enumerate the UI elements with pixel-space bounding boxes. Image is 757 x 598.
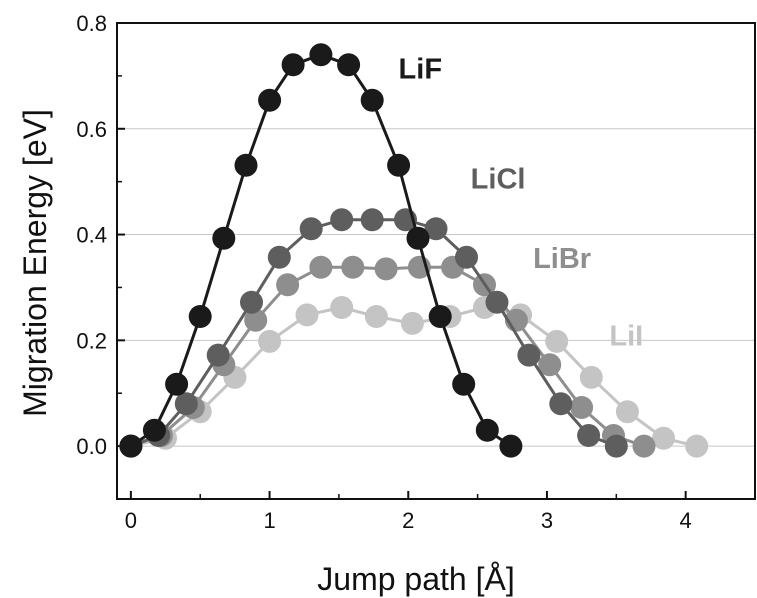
x-tick-label: 1 [263,508,275,533]
data-point [406,226,430,250]
data-point [452,372,476,396]
data-point [142,418,166,442]
data-point [652,426,675,450]
y-tick-label: 0.8 [76,11,107,36]
data-point [364,305,388,328]
data-point [206,343,230,367]
data-point [387,153,411,177]
data-point [299,217,323,241]
data-point [604,434,628,458]
x-tick-label: 4 [680,508,692,533]
data-point [309,43,333,67]
y-tick-label: 0.4 [76,223,107,248]
series-lif [119,43,523,458]
data-point [244,308,268,332]
data-point [165,372,189,396]
data-point [212,226,236,250]
x-axis-title: Jump path [Å] [317,561,514,597]
data-point [360,208,384,232]
y-tick-label: 0.0 [76,434,107,459]
x-tick-label: 0 [125,508,137,533]
data-point [258,88,282,112]
data-point [240,290,263,314]
data-point [615,400,639,424]
series-label: LiBr [533,243,591,275]
data-point [341,255,365,279]
axis-ticks: 0.0 0.2 0.4 0.6 0.8 0 1 2 3 4 [76,11,691,533]
y-tick-label: 0.2 [76,328,107,353]
data-point [485,290,509,314]
data-point [174,392,198,416]
data-point [455,245,478,269]
y-tick-label: 0.6 [76,117,107,142]
data-point [258,329,282,353]
series-layer [119,43,709,458]
data-point [685,434,709,458]
data-point [188,305,212,328]
data-point [517,343,541,367]
data-point [400,311,424,335]
data-point [267,245,291,269]
data-point [538,353,562,377]
series-label: LiI [609,321,643,353]
plot-frame [116,22,756,500]
data-point [360,88,384,112]
data-point [295,303,319,327]
series-label: LiCl [471,164,526,196]
data-point [570,396,594,419]
data-point [579,365,603,389]
data-point [577,424,601,447]
data-point [374,257,398,281]
data-point [475,418,499,442]
series-licl [119,208,628,458]
data-point [330,208,354,232]
data-point [549,392,573,416]
data-point [424,217,448,241]
data-point [337,53,361,77]
x-tick-label: 2 [402,508,414,533]
series-libr [119,255,656,458]
series-labels: LiF LiCl LiBr LiI [399,54,644,353]
data-point [234,153,258,177]
y-axis-title: Migration Energy [eV] [17,109,53,417]
data-point [119,434,143,458]
data-point [545,329,569,353]
data-point [309,255,333,279]
data-point [632,434,656,458]
x-tick-label: 3 [541,508,553,533]
data-point [499,434,523,458]
data-point [276,273,300,297]
data-point [330,296,354,319]
data-point [428,305,452,328]
series-label: LiF [399,54,443,86]
data-point [281,53,305,77]
